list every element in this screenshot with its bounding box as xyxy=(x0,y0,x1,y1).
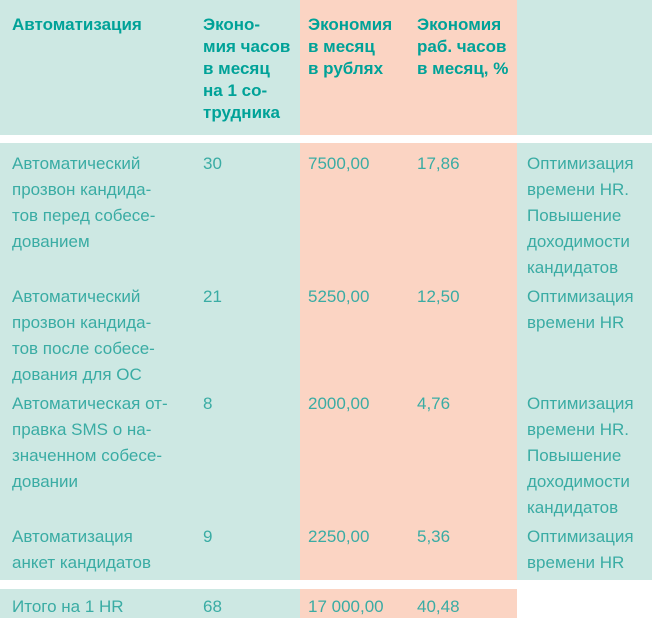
table-body: Автоматический прозвон кандида- тов пере… xyxy=(0,143,652,580)
total-benefit-empty xyxy=(517,589,652,618)
total-hours: 68 xyxy=(202,589,300,618)
table-row: Автоматический прозвон кандида- тов пере… xyxy=(0,151,652,281)
header-cell-rubles: Экономия в месяц в рублях xyxy=(300,0,415,135)
header-cell-hours: Эконо- мия часов в месяц на 1 со- трудни… xyxy=(202,0,300,135)
table-row: Автоматическая от- правка SMS о на- знач… xyxy=(0,391,652,521)
cell-percent: 5,36 xyxy=(417,527,451,546)
cell-rubles: 2000,00 xyxy=(308,394,370,413)
cell-percent: 12,50 xyxy=(417,287,460,306)
total-rubles: 17 000,00 xyxy=(300,589,415,618)
cell-benefit: Оптимизация времени HR. Повышение доходи… xyxy=(527,394,634,517)
column-background-right xyxy=(517,143,652,580)
table-row: Автоматический прозвон кандида- тов посл… xyxy=(0,284,652,388)
column-background-middle xyxy=(300,143,517,580)
cell-benefit: Оптимизация времени HR xyxy=(527,527,634,572)
cell-percent: 4,76 xyxy=(417,394,451,413)
total-row: Итого на 1 HR 68 17 000,00 40,48 xyxy=(0,589,652,618)
total-label: Итого на 1 HR xyxy=(0,589,202,618)
cell-hours: 21 xyxy=(203,287,222,306)
column-background-left xyxy=(0,143,300,580)
cell-rubles: 7500,00 xyxy=(308,154,370,173)
cell-hours: 9 xyxy=(203,527,213,546)
table-row: Автоматизация анкет кандидатов 9 2250,00… xyxy=(0,524,652,576)
cell-benefit: Оптимизация времени HR xyxy=(527,287,634,332)
cell-benefit: Оптимизация времени HR. Повышение доходи… xyxy=(527,154,634,277)
cell-automation: Автоматическая от- правка SMS о на- знач… xyxy=(12,394,168,491)
cell-automation: Автоматический прозвон кандида- тов посл… xyxy=(12,287,155,384)
cell-automation: Автоматизация анкет кандидатов xyxy=(12,527,152,572)
cell-automation: Автоматический прозвон кандида- тов пере… xyxy=(12,154,156,251)
cell-rubles: 5250,00 xyxy=(308,287,370,306)
cell-percent: 17,86 xyxy=(417,154,460,173)
cell-hours: 8 xyxy=(203,394,213,413)
header-cell-automation: Автоматизация xyxy=(0,0,202,135)
header-cell-benefit xyxy=(517,0,652,135)
total-percent: 40,48 xyxy=(415,589,517,618)
cell-hours: 30 xyxy=(203,154,222,173)
table-header-row: Автоматизация Эконо- мия часов в месяц н… xyxy=(0,0,652,135)
table-rows: Автоматический прозвон кандида- тов пере… xyxy=(0,143,652,580)
cell-rubles: 2250,00 xyxy=(308,527,370,546)
header-cell-percent: Экономия раб. часов в месяц, % xyxy=(415,0,517,135)
